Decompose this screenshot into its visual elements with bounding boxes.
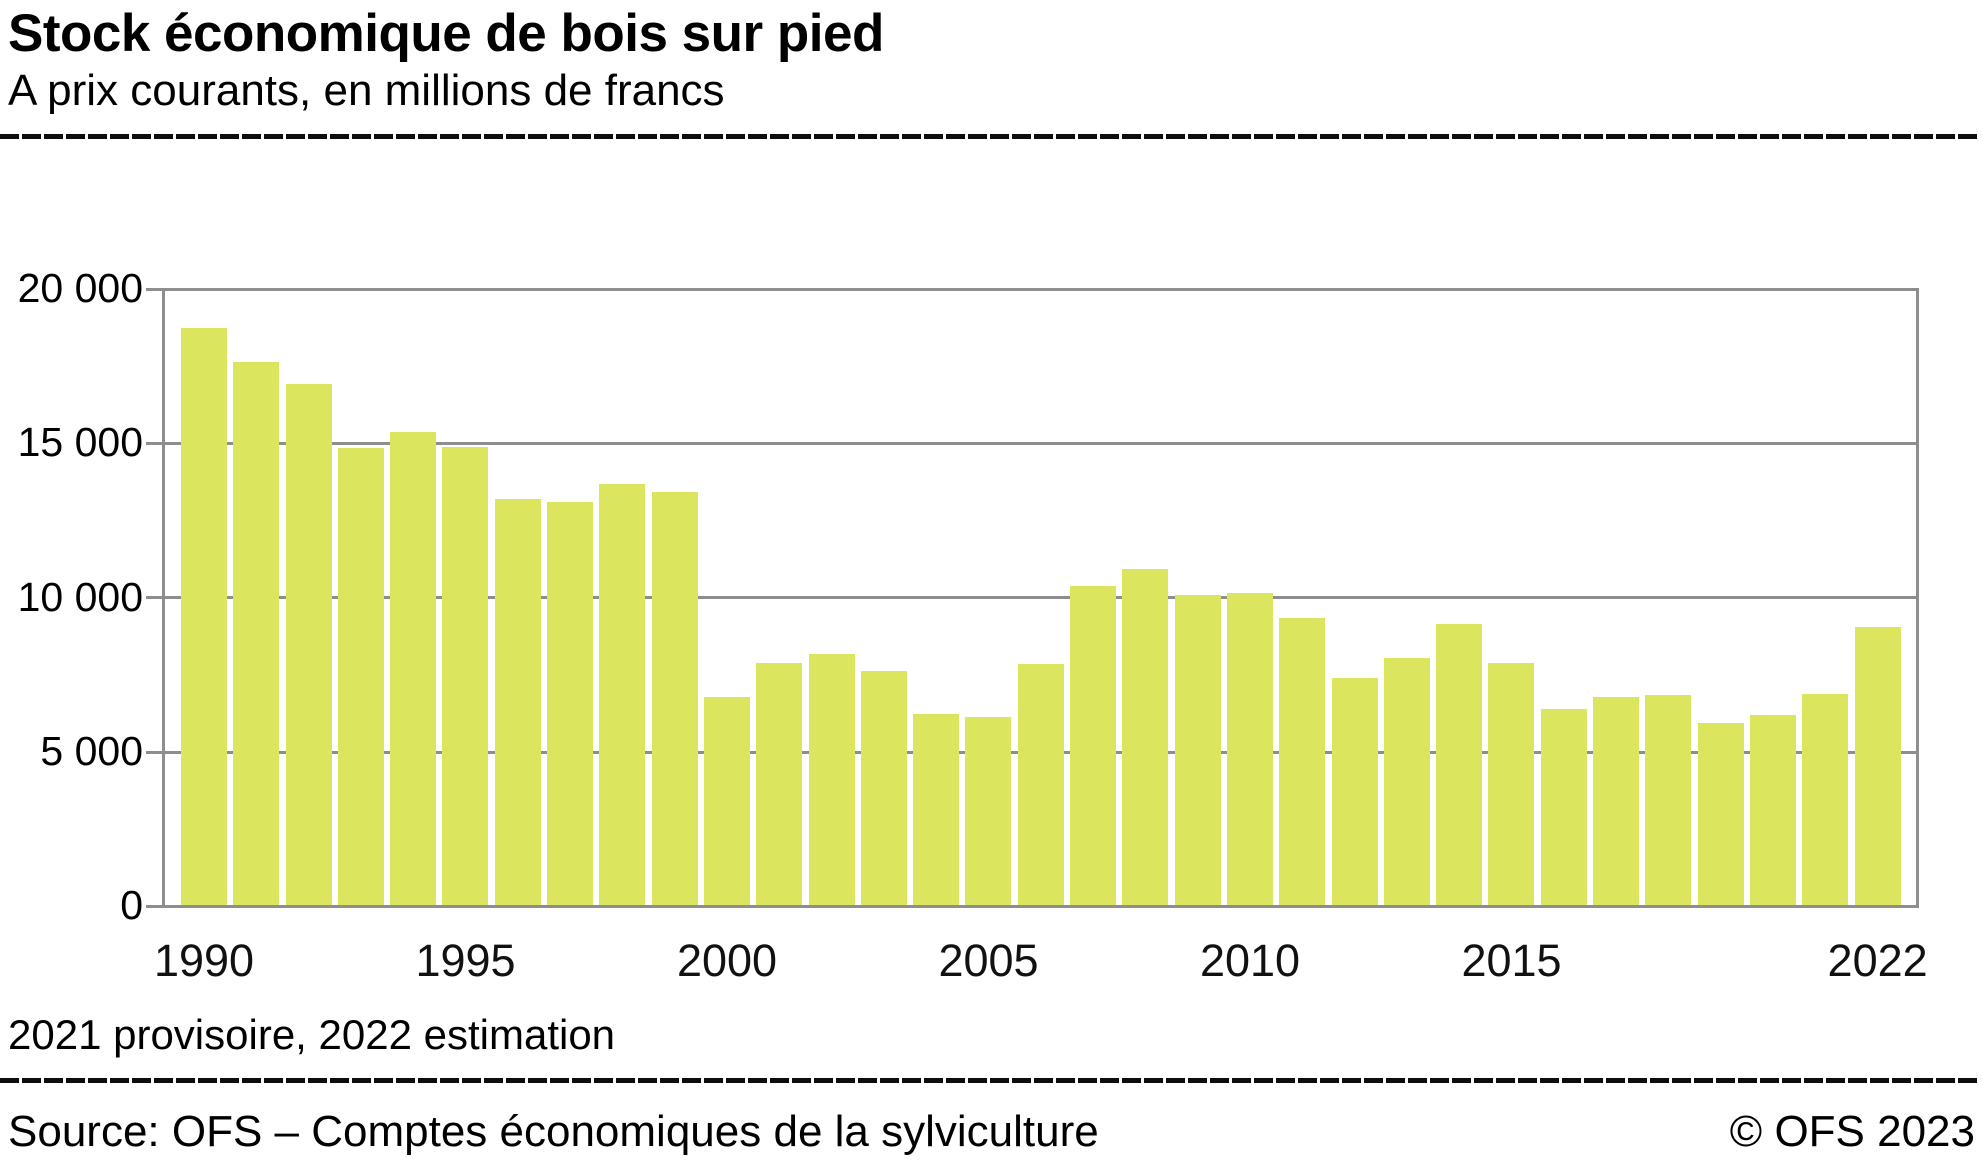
footnote: 2021 provisoire, 2022 estimation <box>8 1011 616 1058</box>
bar-1997 <box>547 502 594 905</box>
bar-2017 <box>1593 696 1640 905</box>
y-axis-labels: 0 5 000 10 000 15 000 20 000 <box>0 0 143 1161</box>
source-text: Source: OFS – Comptes économiques de la … <box>8 1107 1099 1156</box>
source-row: Source: OFS – Comptes économiques de la … <box>8 1107 1975 1156</box>
y-tick-5000 <box>146 751 165 754</box>
bar-2001 <box>756 662 803 905</box>
page-subtitle: A prix courants, en millions de francs <box>8 66 725 115</box>
header-divider <box>0 134 1977 139</box>
bar-2012 <box>1331 678 1378 905</box>
bar-2022 <box>1854 627 1901 905</box>
bar-2015 <box>1488 662 1535 905</box>
y-tick-10000 <box>146 596 165 599</box>
bar-2004 <box>913 713 960 905</box>
bar-2007 <box>1070 585 1117 905</box>
bar-2013 <box>1383 658 1430 905</box>
bar-1990 <box>181 328 227 905</box>
footer-divider <box>0 1078 1977 1083</box>
y-axis-label-20000: 20 000 <box>17 265 143 311</box>
bar-2016 <box>1540 709 1587 905</box>
bar-2020 <box>1749 715 1796 905</box>
bar-2005 <box>965 716 1012 905</box>
y-tick-15000 <box>146 442 165 445</box>
bar-series <box>165 288 1919 905</box>
bar-1999 <box>651 491 698 905</box>
bar-2003 <box>860 670 907 905</box>
bar-2019 <box>1697 723 1744 905</box>
x-axis-labels: 1990 1995 2000 2005 2010 2015 2022 <box>0 938 1983 998</box>
bar-1996 <box>494 499 541 905</box>
x-axis-label-2022: 2022 <box>1827 935 1928 986</box>
bar-1993 <box>337 448 384 905</box>
bar-1992 <box>285 383 332 905</box>
x-axis-label-2000: 2000 <box>676 935 778 986</box>
x-axis-label-2010: 2010 <box>1199 935 1301 986</box>
bar-1998 <box>599 483 646 905</box>
gridline-0 <box>165 905 1919 908</box>
page-title: Stock économique de bois sur pied <box>8 4 884 63</box>
bar-1995 <box>442 446 489 905</box>
bar-2014 <box>1436 624 1483 905</box>
x-axis-label-2015: 2015 <box>1461 935 1562 986</box>
gridline-15000 <box>165 442 1919 445</box>
bar-chart-plot-area <box>146 288 1919 908</box>
gridline-20000 <box>165 288 1919 291</box>
bar-2010 <box>1226 593 1273 905</box>
bar-2002 <box>808 653 855 905</box>
y-tick-20000 <box>146 288 165 291</box>
y-axis-label-0: 0 <box>120 882 143 928</box>
bar-1994 <box>390 431 437 905</box>
bar-2021 <box>1802 693 1849 905</box>
gridline-10000 <box>165 596 1919 599</box>
bar-2000 <box>703 696 750 905</box>
bar-2009 <box>1174 595 1221 905</box>
bar-2008 <box>1122 568 1169 905</box>
x-axis-label-1995: 1995 <box>415 935 516 986</box>
y-axis-label-5000: 5 000 <box>40 728 143 774</box>
y-axis-label-10000: 10 000 <box>17 574 143 620</box>
bar-2018 <box>1645 695 1692 905</box>
bar-1991 <box>233 362 280 905</box>
bar-2006 <box>1017 664 1064 905</box>
y-axis-label-15000: 15 000 <box>17 419 143 465</box>
y-tick-0 <box>146 905 165 908</box>
bar-2011 <box>1279 618 1326 905</box>
x-axis-label-1990: 1990 <box>153 935 255 986</box>
copyright-text: © OFS 2023 <box>1729 1107 1975 1156</box>
x-axis-label-2005: 2005 <box>938 935 1039 986</box>
